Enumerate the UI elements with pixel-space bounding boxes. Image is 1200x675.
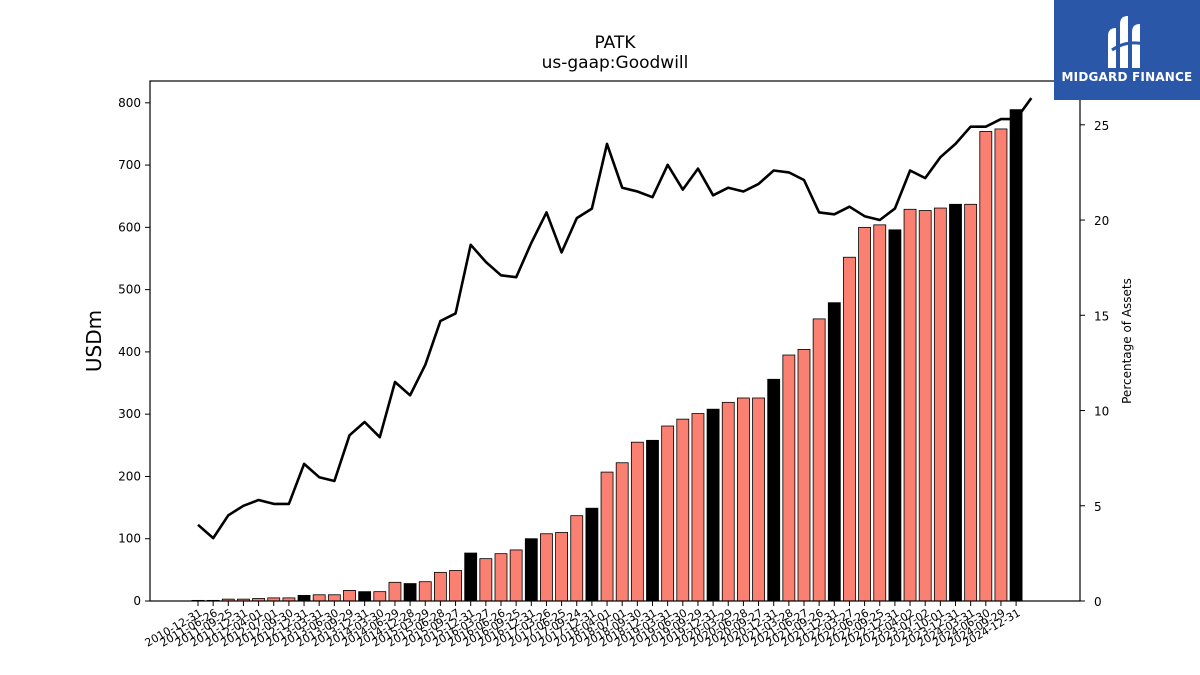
bar-2017-12-31 — [585, 507, 599, 602]
bar-2016-06-26 — [494, 553, 508, 602]
y-tick-label: 400 — [118, 345, 141, 359]
bar-2016-09-25 — [509, 549, 523, 602]
bar-series — [191, 109, 1023, 602]
bar-2019-03-31 — [661, 425, 675, 602]
chart-subtitle: us-gaap:Goodwill — [542, 53, 689, 73]
bar-2019-12-31 — [706, 408, 720, 602]
bar-2016-03-27 — [479, 558, 493, 602]
bar-2012-12-31 — [297, 594, 311, 602]
bar-2017-03-26 — [540, 533, 553, 602]
bar-2015-06-28 — [433, 571, 447, 602]
brand-logo: MIDGARD FINANCE — [1054, 0, 1200, 100]
bar-2013-09-29 — [343, 590, 356, 602]
brand-mark-icon — [1108, 16, 1145, 68]
bar-2018-12-31 — [646, 439, 659, 602]
y2-tick-label: 25 — [1094, 119, 1109, 133]
bar-2013-12-31 — [358, 591, 372, 602]
bar-2019-09-29 — [691, 413, 705, 602]
y2-tick-label: 5 — [1094, 500, 1102, 514]
bar-2015-12-31 — [464, 552, 478, 602]
brand-name: MIDGARD FINANCE — [1061, 70, 1193, 84]
bar-2018-07-01 — [615, 462, 629, 602]
bar-2020-06-28 — [737, 397, 750, 602]
bar-2023-07-02 — [918, 210, 932, 602]
y-tick-label: 300 — [118, 407, 141, 421]
bar-2021-09-26 — [812, 318, 826, 602]
bar-2016-12-31 — [524, 538, 538, 602]
bar-2022-03-27 — [843, 256, 856, 602]
bar-2022-09-25 — [873, 224, 887, 602]
bar-2021-06-27 — [797, 349, 811, 602]
y-tick-label: 500 — [118, 283, 141, 297]
plot-frame — [149, 80, 1081, 602]
percentage-line — [197, 97, 1033, 540]
chart-title: PATK — [594, 33, 636, 53]
bar-2020-12-31 — [767, 378, 781, 602]
y2-tick-label: 0 — [1094, 595, 1102, 609]
bar-2024-03-31 — [964, 203, 978, 602]
y-axis-label: USDm — [82, 310, 106, 372]
bar-2023-10-01 — [933, 207, 947, 602]
y-tick-label: 800 — [118, 96, 141, 110]
y-tick-label: 0 — [133, 594, 141, 608]
bar-2020-03-29 — [721, 401, 735, 602]
bar-2014-06-29 — [388, 581, 402, 602]
y2-tick-label: 15 — [1094, 309, 1109, 323]
y2-tick-label: 20 — [1094, 214, 1109, 228]
bar-2022-12-31 — [888, 229, 902, 602]
bar-2014-12-28 — [403, 583, 417, 602]
y-tick-label: 200 — [118, 469, 141, 483]
bar-2021-03-28 — [782, 354, 796, 602]
axes: 010020030040050060070080005101520252010-… — [118, 80, 1109, 650]
y2-axis-label: Percentage of Assets — [1120, 278, 1134, 404]
bar-2022-06-26 — [858, 226, 871, 602]
bar-2021-12-31 — [827, 302, 841, 602]
bar-2020-09-27 — [752, 397, 765, 602]
y-tick-label: 100 — [118, 532, 141, 546]
bar-2017-06-25 — [555, 532, 568, 602]
bar-2023-12-31 — [949, 203, 962, 602]
bar-2015-03-29 — [418, 581, 432, 602]
bar-2013-03-31 — [312, 594, 326, 602]
bar-2024-12-31 — [1009, 109, 1023, 602]
bar-2018-09-30 — [630, 441, 644, 602]
line-series — [197, 97, 1033, 540]
bar-2019-06-30 — [676, 418, 690, 602]
bar-2014-03-30 — [373, 591, 387, 602]
bar-2015-09-27 — [449, 570, 462, 602]
y-tick-label: 600 — [118, 220, 141, 234]
bar-2013-06-30 — [327, 594, 341, 602]
y-tick-label: 700 — [118, 158, 141, 172]
bar-2024-09-29 — [994, 128, 1008, 602]
bar-2017-09-24 — [570, 515, 584, 602]
bar-2024-06-30 — [979, 131, 993, 602]
bar-2018-04-01 — [600, 471, 614, 602]
bar-2023-04-02 — [903, 208, 917, 602]
y2-tick-label: 10 — [1094, 405, 1109, 419]
